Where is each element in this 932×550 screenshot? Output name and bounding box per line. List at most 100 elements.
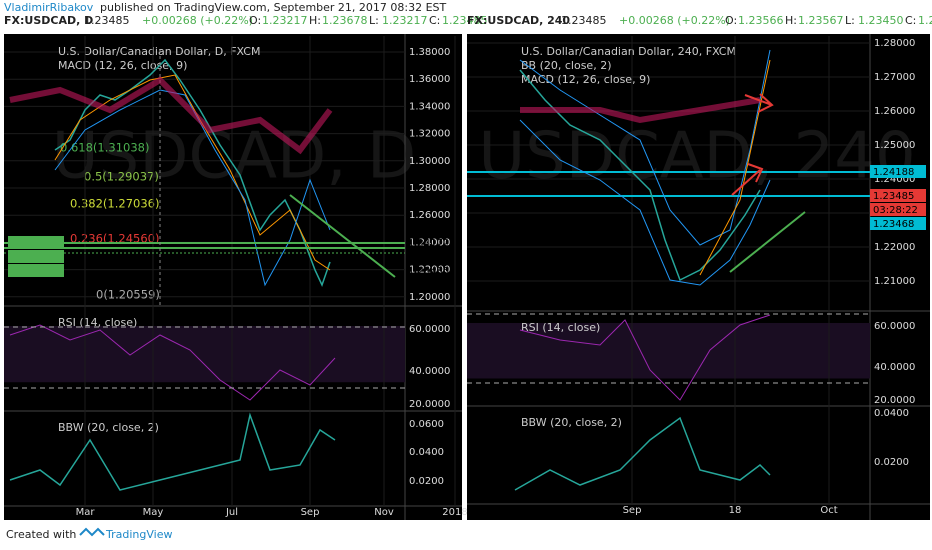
drawing (54, 89, 331, 287)
tv-logo (79, 527, 105, 537)
price-tag-label: 1.24188 (873, 167, 914, 178)
price-tag-label: 1.23485 (408, 266, 449, 277)
ohlc-label: O: (725, 14, 737, 27)
bbw-name: BBW (20, close, 2) (521, 416, 622, 429)
ohlc-label: C: (429, 14, 440, 27)
bbw-name: BBW (20, close, 2) (58, 421, 159, 434)
drawing (519, 314, 771, 401)
drawing (514, 416, 771, 491)
price-tick-label: 1.38000 (409, 47, 450, 58)
ohlc-value: 1.23678 (322, 14, 368, 27)
price-tick-label: 1.24000 (874, 174, 915, 185)
price-tag-label: 03:28:22 (873, 205, 918, 216)
rsi-tick-label: 60.0000 (874, 321, 915, 332)
author[interactable]: VladimirRibakov (4, 1, 94, 14)
bbw-tick-label: 0.0400 (874, 408, 909, 419)
watermark: USDCAD, 240 (478, 120, 915, 194)
price-tag (870, 203, 926, 216)
ohlc-label: O: (249, 14, 261, 27)
rsi-tick-label: 40.0000 (409, 366, 450, 377)
drawing (731, 163, 764, 196)
time-tick-label: Oct (820, 505, 837, 516)
price-tick-label: 1.28000 (409, 183, 450, 194)
fib-label: 0.618(1.31038) (60, 141, 149, 155)
drawing (744, 93, 774, 113)
drawing (519, 49, 771, 246)
price-tick-label: 1.20000 (409, 292, 450, 303)
time-tick-label: Mar (76, 507, 96, 518)
rsi-tick-label: 20.0000 (409, 399, 450, 410)
price-tag-label: 1.23822 (408, 252, 449, 263)
price-tick-label: 1.26000 (409, 210, 450, 221)
trend-line (289, 194, 396, 278)
price-tag (8, 250, 64, 263)
price-tag (870, 217, 926, 230)
legend: MACD (12, 26, close, 9) (58, 59, 187, 72)
symbol: FX:USDCAD, D (4, 14, 93, 27)
rsi-band (4, 326, 405, 383)
price-tick-label: 1.28000 (874, 38, 915, 49)
price: 1.23485 (561, 14, 607, 27)
price-tag (870, 189, 926, 202)
brand[interactable]: TradingView (105, 528, 172, 541)
price-tick-label: 1.22000 (874, 242, 915, 253)
legend: U.S. Dollar/Canadian Dollar, 240, FXCM (521, 45, 736, 58)
bbw-tick-label: 0.0200 (409, 476, 444, 487)
time-tick-label: Sep (623, 505, 642, 516)
bbw-tick-label: 0.0200 (874, 457, 909, 468)
time-tick-label: Nov (374, 507, 394, 518)
ohlc-label: L: (845, 14, 855, 27)
rsi-tick-label: 60.0000 (409, 324, 450, 335)
ohlc-value: 1.23217 (262, 14, 308, 27)
rsi-name: RSI (14, close) (58, 316, 137, 329)
created-with: Created with (6, 528, 76, 541)
price-tag (8, 264, 64, 277)
panels: USDCAD, DFX:USDCAD, D1.23485 +0.00268 (+0… (4, 14, 932, 520)
trend-line (729, 211, 806, 273)
panel-bg (4, 34, 462, 520)
price-tick-label: 1.21000 (874, 276, 915, 287)
time-tick-label: Sep (301, 507, 320, 518)
fib-label: 0.5(1.29037) (84, 170, 159, 184)
price: 1.23485 (84, 14, 130, 27)
change: +0.00268 (+0.22%) (619, 14, 730, 27)
rsi-band (467, 323, 870, 379)
rsi-tick-label: 40.0000 (874, 362, 915, 373)
price-tag (870, 165, 926, 178)
fib-label: 0.382(1.27036) (70, 197, 159, 211)
drawing (699, 59, 771, 276)
drawing (9, 76, 333, 155)
rsi-name: RSI (14, close) (521, 321, 600, 334)
price-tick-label: 1.34000 (409, 101, 450, 112)
fib-label: 0(1.20559) (96, 288, 160, 302)
price-tick-label: 1.26000 (874, 106, 915, 117)
symbol: FX:USDCAD, 240 (467, 14, 570, 27)
legend: U.S. Dollar/Canadian Dollar, D, FXCM (58, 45, 260, 58)
ohlc-label: H: (785, 14, 797, 27)
ohlc-value: 1.23217 (382, 14, 428, 27)
rsi-tick-label: 20.0000 (874, 395, 915, 406)
price-tag-label: 1.24172 (408, 238, 449, 249)
ohlc-label: C: (905, 14, 916, 27)
legend: MACD (12, 26, close, 9) (521, 73, 650, 86)
ohlc-value: 1.2348 (918, 14, 932, 27)
ohlc-label: H: (309, 14, 321, 27)
time-tick-label: 2018 (442, 507, 467, 518)
drawing (9, 324, 336, 401)
legend: BB (20, close, 2) (521, 59, 612, 72)
price-tick-label: 1.30000 (409, 156, 450, 167)
price-tag-label: 1.23485 (873, 191, 914, 202)
drawing (519, 119, 771, 286)
price-tick-label: 1.32000 (409, 129, 450, 140)
price-tick-label: 1.22000 (409, 265, 450, 276)
drawing (9, 412, 336, 491)
drawing (519, 69, 761, 282)
bbw-tick-label: 0.0600 (409, 419, 444, 430)
time-tick-label: 18 (729, 505, 742, 516)
ohlc-label: L: (369, 14, 379, 27)
panel-bg (467, 34, 930, 520)
time-tick-label: Jul (225, 507, 238, 518)
price-tag-label: 1.23468 (873, 219, 914, 230)
price-tick-label: 1.24000 (409, 237, 450, 248)
ohlc-value: 1.23567 (798, 14, 844, 27)
